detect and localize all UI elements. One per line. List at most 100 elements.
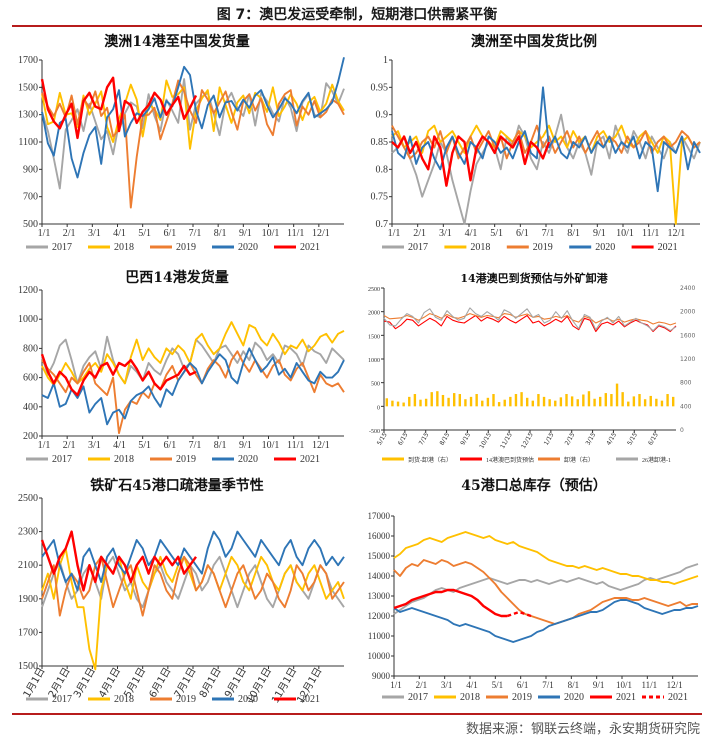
bar xyxy=(593,398,596,407)
bar xyxy=(430,392,433,407)
x-tick-label: 7/1 xyxy=(189,440,202,451)
x-tick-label: 8/1 xyxy=(214,440,227,451)
y-tick-label: 1700 xyxy=(18,627,38,638)
bar xyxy=(627,401,630,407)
bar xyxy=(671,396,675,407)
y-tick-label: 1500 xyxy=(18,82,38,93)
y2-tick-label: 1600 xyxy=(680,332,695,339)
x-tick-label: 8月1日 xyxy=(197,666,224,700)
x-tick-label: 9/1 xyxy=(239,228,252,239)
legend-label: 2018 xyxy=(460,692,480,703)
y-tick-label: 1500 xyxy=(18,661,38,672)
x-tick-label: 3/1 xyxy=(441,680,453,690)
chart-title: 澳洲14港至中国发货量 xyxy=(104,33,249,50)
legend-label: 卸港（右） xyxy=(564,456,594,464)
legend-label: 2018 xyxy=(114,242,134,253)
y-tick-label: 2300 xyxy=(18,527,38,538)
x-tick-label: 6/1 xyxy=(163,228,176,239)
x-tick-label: 3/15 xyxy=(584,431,597,446)
legend-label: 2019 xyxy=(533,242,553,253)
x-tick-label: 9/1 xyxy=(593,228,606,239)
bar xyxy=(632,396,636,407)
chart-arrival: 14港澳巴到货预估与外矿卸港 2500 2000 1500 1000 500 0 -500 24… xyxy=(368,271,695,464)
series-line-2020 xyxy=(41,57,345,179)
x-tick-label: 5/1 xyxy=(492,680,504,690)
bar xyxy=(452,393,456,407)
legend-label: 到货-卸港（右） xyxy=(408,456,452,464)
x-tick-label: 11/1 xyxy=(642,228,659,239)
x-tick-label: 5/15 xyxy=(626,431,639,446)
y-tick-label: 2100 xyxy=(18,560,38,571)
bar xyxy=(621,392,624,407)
x-tick-label: 6月1日 xyxy=(147,666,174,700)
series-line-卸港（右） xyxy=(383,313,677,326)
series-line-2018 xyxy=(41,321,345,386)
x-tick-label: 5/1 xyxy=(490,228,503,239)
x-tick-label: 1/1 xyxy=(388,228,401,239)
series-line-2017 xyxy=(393,563,699,615)
legend-label: 2019 xyxy=(176,694,196,705)
bar xyxy=(514,394,518,407)
y-tick-label: 500 xyxy=(371,382,380,388)
figure-title: 图 7：澳巴发运受牵制，短期港口供需紧平衡 xyxy=(216,7,498,23)
y-tick-label: 16000 xyxy=(368,531,391,541)
legend-label: 2021 xyxy=(616,692,636,703)
series-line-2020 xyxy=(41,347,345,426)
series-line-2019 xyxy=(41,350,345,435)
x-tick-label: 8/1 xyxy=(568,680,580,690)
x-tick-label: 9/1 xyxy=(239,440,252,451)
bar xyxy=(666,394,669,407)
x-tick-label: 1/15 xyxy=(543,431,556,446)
legend-label: 2020 xyxy=(564,692,584,703)
legend-label: 2020 xyxy=(238,454,258,465)
x-tick-label: 10/1 xyxy=(616,680,632,690)
bar xyxy=(391,400,394,407)
y2-tick-label: 400 xyxy=(680,403,692,410)
bar xyxy=(638,394,641,407)
x-tick-label: 2/1 xyxy=(63,228,76,239)
x-tick-label: 5/1 xyxy=(138,440,151,451)
x-tick-label: 7/1 xyxy=(542,228,555,239)
y2-tick-label: 0 xyxy=(680,427,684,434)
bar xyxy=(475,394,478,407)
bar xyxy=(486,397,490,407)
series-line-2021 xyxy=(506,610,532,618)
x-tick-label: 12/15 xyxy=(520,431,535,450)
bar xyxy=(441,394,445,407)
y2-tick-label: 2400 xyxy=(680,285,695,292)
panel-ausratio: 澳洲至中国发货比例 1 0.95 0.9 0.85 0.8 0.75 0.7 1/1 2/1 3/1… xyxy=(358,30,710,262)
legend-label: 2021 xyxy=(300,694,320,705)
x-tick-label: 7/15 xyxy=(418,431,431,446)
legend-label: 2019 xyxy=(176,242,196,253)
x-tick-label: 8/1 xyxy=(214,228,227,239)
x-tick-label: 1/1 xyxy=(38,440,51,451)
x-tick-label: 9/1 xyxy=(593,680,605,690)
bar xyxy=(447,397,450,407)
bar xyxy=(408,396,411,407)
x-tick-label: 7/1 xyxy=(542,680,554,690)
y-tick-label: 1000 xyxy=(18,314,38,325)
y-tick-label: 0.75 xyxy=(371,192,389,203)
bar xyxy=(548,399,551,407)
x-tick-label: 6/15 xyxy=(647,431,660,446)
legend-label: 2018 xyxy=(114,694,134,705)
legend-label: 2017 xyxy=(408,242,428,253)
y-tick-label: 0.9 xyxy=(376,110,389,121)
y-tick-label: 400 xyxy=(23,402,38,413)
bar xyxy=(419,399,422,407)
x-tick-label: 6/15 xyxy=(397,431,410,446)
x-tick-label: 11/15 xyxy=(499,431,514,450)
bar xyxy=(537,394,540,407)
bar xyxy=(570,396,574,407)
y-tick-label: 13000 xyxy=(368,591,391,601)
y-tick-label: 1900 xyxy=(18,594,38,605)
bar xyxy=(497,402,501,407)
bar xyxy=(520,392,523,407)
y-tick-label: 1 xyxy=(383,55,388,66)
legend-label: 2019 xyxy=(176,454,196,465)
legend-label: 2020 xyxy=(595,242,615,253)
series-line-26港卸港-1 xyxy=(383,307,677,332)
panel-aus14: 澳洲14港至中国发货量 1700 1500 1300 1100 900 700 500 1/1 2… xyxy=(2,30,352,262)
